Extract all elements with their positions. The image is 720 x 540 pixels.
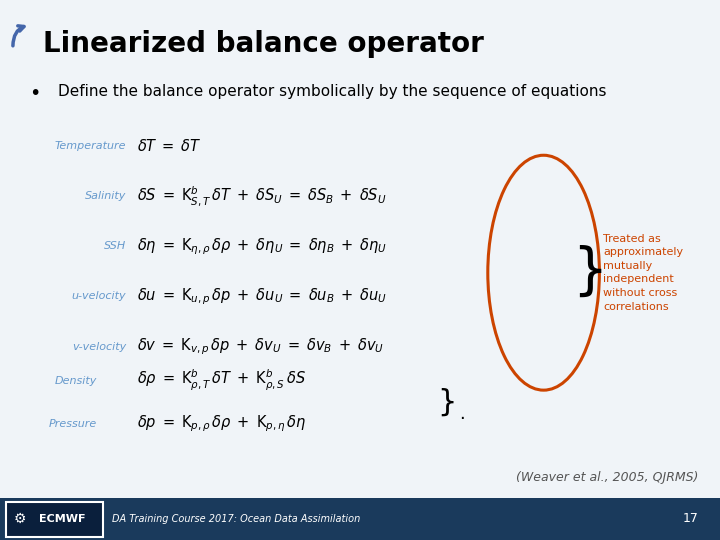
Text: $\delta p \;=\; \mathrm{K}_{p,\rho}\,\delta\rho \;+\; \mathrm{K}_{p,\eta}\,\delt: $\delta p \;=\; \mathrm{K}_{p,\rho}\,\de… (137, 414, 306, 434)
Text: $.$: $.$ (459, 405, 465, 423)
Text: $\delta u \;=\; \mathrm{K}_{u,p}\,\delta p \;+\; \delta u_U \;=\; \delta u_B \;+: $\delta u \;=\; \mathrm{K}_{u,p}\,\delta… (137, 286, 387, 307)
Text: $\}$: $\}$ (437, 387, 454, 418)
Text: $\delta\eta \;=\; \mathrm{K}_{\eta,\rho}\,\delta\rho \;+\; \delta\eta_U \;=\; \d: $\delta\eta \;=\; \mathrm{K}_{\eta,\rho}… (137, 236, 387, 256)
Text: ECMWF: ECMWF (39, 514, 85, 524)
Text: Linearized balance operator: Linearized balance operator (43, 30, 484, 58)
Text: $\delta T \;=\; \delta T$: $\delta T \;=\; \delta T$ (137, 138, 202, 154)
Text: Density: Density (55, 376, 97, 386)
Text: Define the balance operator symbolically by the sequence of equations: Define the balance operator symbolically… (58, 84, 606, 99)
Text: v-velocity: v-velocity (72, 342, 126, 352)
Text: Treated as
approximately
mutually
independent
without cross
correlations: Treated as approximately mutually indepe… (603, 234, 683, 312)
Text: SSH: SSH (104, 241, 126, 251)
Text: u-velocity: u-velocity (71, 292, 126, 301)
Text: (Weaver et al., 2005, QJRMS): (Weaver et al., 2005, QJRMS) (516, 471, 698, 484)
Text: $\delta\rho \;=\; \mathrm{K}^{b}_{\rho,T}\,\delta T \;+\; \mathrm{K}^{b}_{\rho,S: $\delta\rho \;=\; \mathrm{K}^{b}_{\rho,T… (137, 368, 306, 393)
Text: DA Training Course 2017: Ocean Data Assimilation: DA Training Course 2017: Ocean Data Assi… (112, 514, 360, 524)
FancyBboxPatch shape (0, 498, 720, 540)
FancyBboxPatch shape (6, 502, 103, 537)
Text: $\delta S \;=\; \mathrm{K}^{b}_{S,T}\,\delta T \;+\; \delta S_U \;=\; \delta S_B: $\delta S \;=\; \mathrm{K}^{b}_{S,T}\,\d… (137, 184, 387, 208)
Text: ⚙: ⚙ (14, 512, 27, 526)
Text: Salinity: Salinity (85, 191, 126, 201)
Text: 17: 17 (683, 512, 698, 525)
Text: Pressure: Pressure (49, 419, 97, 429)
Text: •: • (29, 84, 40, 103)
Text: Temperature: Temperature (55, 141, 126, 151)
Text: $\delta v \;=\; \mathrm{K}_{v,p}\,\delta p \;+\; \delta v_U \;=\; \delta v_B \;+: $\delta v \;=\; \mathrm{K}_{v,p}\,\delta… (137, 336, 384, 357)
Text: $\}$: $\}$ (572, 244, 603, 299)
